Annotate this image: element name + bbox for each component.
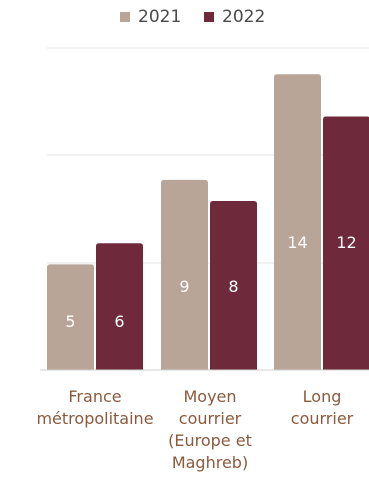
category-label-1-line-2: (Europe et — [168, 431, 252, 450]
category-labels: France métropolitaine Moyen courrier (Europe… — [36, 387, 353, 472]
category-label-1-line-0: Moyen — [183, 387, 236, 406]
legend-swatch-2022 — [204, 12, 214, 22]
category-label-0-line-0: France — [68, 387, 121, 406]
category-label-1-line-1: courrier — [179, 409, 242, 428]
value-label-2022-0: 6 — [114, 312, 124, 331]
value-label-2021-0: 5 — [65, 312, 75, 331]
category-label-1-line-3: Maghreb) — [172, 453, 248, 472]
bar-2021-0 — [47, 264, 94, 370]
legend: 2021 2022 — [120, 7, 265, 27]
bars — [47, 74, 369, 370]
value-label-2022-1: 8 — [228, 277, 238, 296]
category-label-0-line-1: métropolitaine — [36, 409, 153, 428]
legend-swatch-2021 — [120, 12, 130, 22]
value-label-2021-2: 14 — [287, 233, 307, 252]
bar-2022-1 — [210, 201, 257, 370]
bar-2021-1 — [161, 179, 208, 370]
bar-2022-2 — [323, 116, 369, 370]
value-labels: 5 6 9 8 14 12 — [65, 233, 356, 331]
category-label-2-line-1: courrier — [291, 409, 354, 428]
category-label-2-line-0: Long — [303, 387, 342, 406]
legend-label-2021: 2021 — [138, 7, 181, 27]
bar-2021-2 — [274, 74, 321, 370]
bar-2022-0 — [96, 243, 143, 370]
value-label-2021-1: 9 — [179, 277, 189, 296]
value-label-2022-2: 12 — [336, 233, 356, 252]
legend-label-2022: 2022 — [222, 7, 265, 27]
